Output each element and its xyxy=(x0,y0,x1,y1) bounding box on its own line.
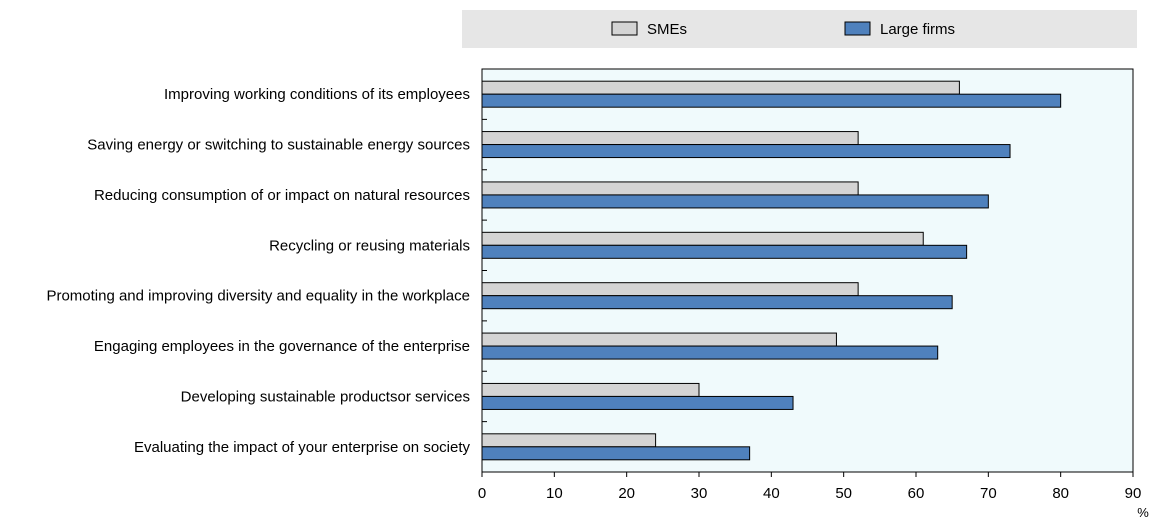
legend: SMEs Large firms xyxy=(462,10,1137,48)
legend-swatch-large-firms xyxy=(844,21,871,36)
x-unit-label: % xyxy=(1137,505,1149,520)
bar-smes-3 xyxy=(481,231,924,246)
category-label-5: Engaging employees in the governance of … xyxy=(94,338,470,355)
x-tick-label-6: 60 xyxy=(908,485,925,502)
x-tick-label-8: 80 xyxy=(1052,485,1069,502)
bar-large-firms-2 xyxy=(481,194,989,209)
x-tick-label-9: 90 xyxy=(1125,485,1142,502)
bar-large-firms-0 xyxy=(481,93,1062,108)
x-tick-label-1: 10 xyxy=(546,485,563,502)
bar-smes-6 xyxy=(481,382,700,397)
category-label-7: Evaluating the impact of your enterprise… xyxy=(134,439,471,456)
bar-large-firms-3 xyxy=(481,244,968,259)
bar-large-firms-6 xyxy=(481,395,794,410)
plot-area xyxy=(481,68,1134,473)
x-tick-label-4: 40 xyxy=(763,485,780,502)
x-tick-label-0: 0 xyxy=(478,485,486,502)
x-tick-label-3: 30 xyxy=(691,485,708,502)
bar-large-firms-1 xyxy=(481,144,1011,159)
legend-background xyxy=(462,10,1137,48)
bar-smes-7 xyxy=(481,433,657,448)
bar-smes-2 xyxy=(481,181,859,196)
category-label-0: Improving working conditions of its empl… xyxy=(164,86,470,103)
category-label-1: Saving energy or switching to sustainabl… xyxy=(87,137,470,154)
legend-label-smes: SMEs xyxy=(647,21,687,38)
legend-label-large-firms: Large firms xyxy=(880,21,955,38)
bar-smes-0 xyxy=(481,80,960,95)
category-label-3: Recycling or reusing materials xyxy=(269,237,470,254)
category-label-6: Developing sustainable productsor servic… xyxy=(181,388,470,405)
legend-swatch-smes xyxy=(611,21,638,36)
bar-smes-5 xyxy=(481,332,837,347)
bar-large-firms-5 xyxy=(481,345,939,360)
x-tick-label-2: 20 xyxy=(618,485,635,502)
bar-large-firms-7 xyxy=(481,446,751,461)
x-tick-label-5: 50 xyxy=(835,485,852,502)
bar-smes-1 xyxy=(481,131,859,146)
bar-smes-4 xyxy=(481,282,859,297)
x-tick-label-7: 70 xyxy=(980,485,997,502)
category-label-4: Promoting and improving diversity and eq… xyxy=(46,288,470,305)
category-label-2: Reducing consumption of or impact on nat… xyxy=(94,187,470,204)
bar-large-firms-4 xyxy=(481,295,953,310)
